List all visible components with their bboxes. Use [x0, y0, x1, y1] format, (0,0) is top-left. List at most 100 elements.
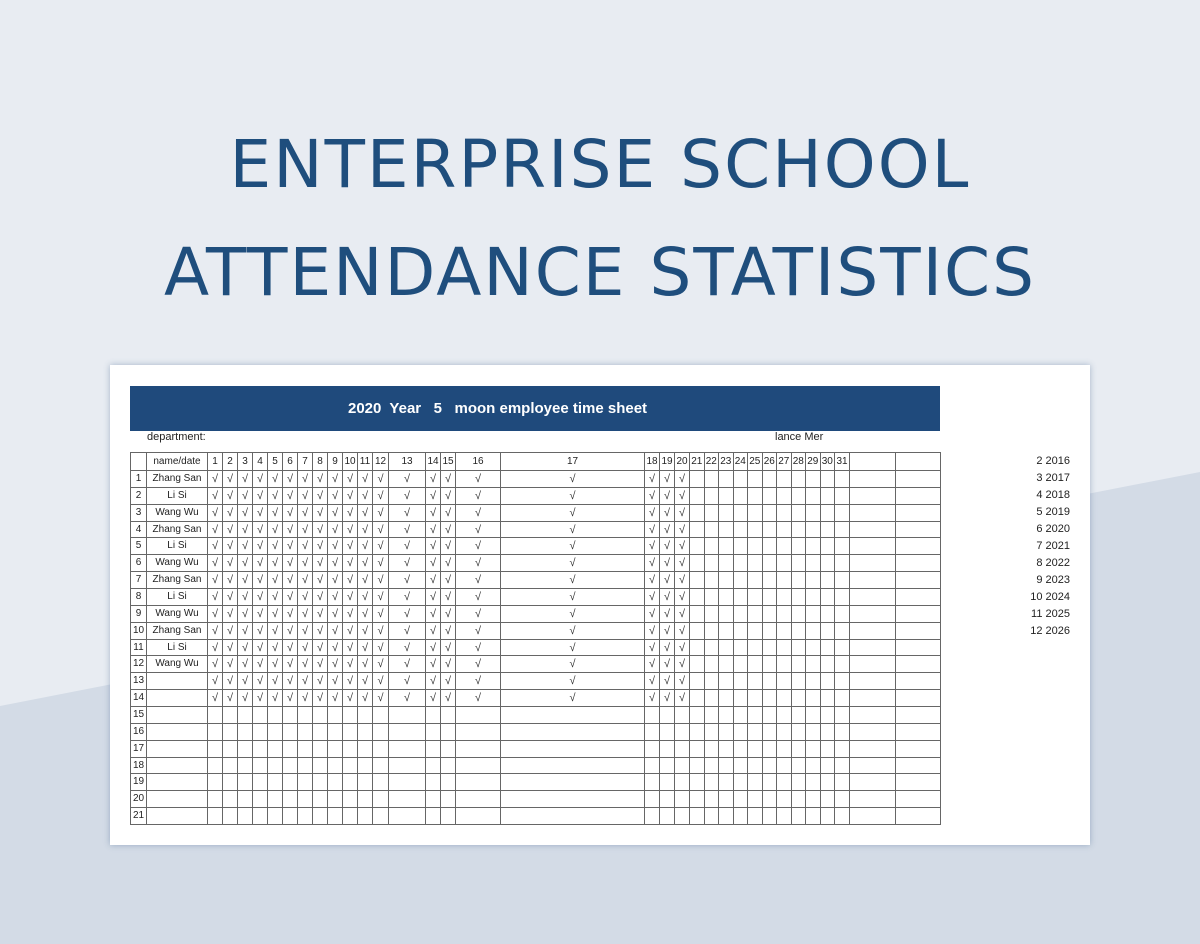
- attendance-check[interactable]: √: [253, 589, 268, 606]
- table-cell[interactable]: [223, 791, 238, 809]
- table-cell[interactable]: [704, 605, 719, 623]
- attendance-check[interactable]: √: [253, 504, 268, 522]
- table-cell[interactable]: [719, 622, 734, 640]
- table-cell[interactable]: [690, 740, 705, 758]
- attendance-check[interactable]: √: [328, 572, 343, 590]
- attendance-check[interactable]: √: [645, 504, 660, 522]
- table-cell[interactable]: [820, 656, 835, 674]
- attendance-check[interactable]: √: [238, 487, 253, 505]
- table-cell[interactable]: [704, 707, 719, 724]
- attendance-check[interactable]: √: [441, 555, 456, 573]
- attendance-check[interactable]: √: [343, 622, 358, 640]
- table-cell[interactable]: [645, 757, 660, 775]
- table-cell[interactable]: [690, 487, 705, 505]
- attendance-check[interactable]: √: [298, 690, 313, 708]
- table-cell[interactable]: [690, 757, 705, 775]
- table-cell[interactable]: [253, 740, 268, 758]
- attendance-check[interactable]: √: [313, 572, 328, 590]
- table-cell[interactable]: [389, 707, 426, 724]
- attendance-check[interactable]: √: [645, 622, 660, 640]
- table-cell[interactable]: [238, 757, 253, 775]
- table-cell[interactable]: [719, 605, 734, 623]
- table-cell[interactable]: [835, 707, 850, 724]
- employee-name[interactable]: Zhang San: [147, 521, 208, 539]
- table-cell[interactable]: [777, 605, 792, 623]
- table-cell[interactable]: [835, 504, 850, 522]
- table-cell[interactable]: [645, 707, 660, 724]
- table-cell[interactable]: [343, 707, 358, 724]
- table-cell[interactable]: [328, 707, 343, 724]
- table-cell[interactable]: [298, 774, 313, 792]
- employee-name[interactable]: [147, 791, 208, 809]
- attendance-check[interactable]: √: [441, 639, 456, 657]
- table-cell[interactable]: [283, 774, 298, 792]
- table-cell[interactable]: [777, 723, 792, 741]
- table-cell[interactable]: [733, 572, 748, 590]
- attendance-check[interactable]: √: [283, 605, 298, 623]
- attendance-check[interactable]: √: [501, 605, 645, 623]
- attendance-check[interactable]: √: [358, 622, 373, 640]
- table-cell[interactable]: [733, 808, 748, 826]
- table-cell[interactable]: [704, 504, 719, 522]
- table-cell[interactable]: [441, 774, 456, 792]
- table-cell[interactable]: [820, 723, 835, 741]
- table-cell[interactable]: [791, 791, 806, 809]
- table-cell[interactable]: [441, 707, 456, 724]
- table-cell[interactable]: [238, 707, 253, 724]
- attendance-check[interactable]: √: [313, 656, 328, 674]
- table-cell[interactable]: [719, 656, 734, 674]
- attendance-check[interactable]: √: [328, 622, 343, 640]
- table-cell[interactable]: [704, 808, 719, 826]
- table-cell[interactable]: [896, 639, 941, 657]
- table-cell[interactable]: [328, 723, 343, 741]
- table-cell[interactable]: [748, 555, 763, 573]
- table-cell[interactable]: [719, 471, 734, 488]
- attendance-check[interactable]: √: [675, 521, 690, 539]
- attendance-check[interactable]: √: [343, 605, 358, 623]
- table-cell[interactable]: [850, 707, 896, 724]
- table-cell[interactable]: [456, 757, 501, 775]
- table-cell[interactable]: [253, 808, 268, 826]
- attendance-check[interactable]: √: [645, 673, 660, 691]
- table-cell[interactable]: [791, 808, 806, 826]
- attendance-check[interactable]: √: [223, 555, 238, 573]
- attendance-check[interactable]: √: [456, 521, 501, 539]
- table-cell[interactable]: [328, 740, 343, 758]
- table-cell[interactable]: [358, 740, 373, 758]
- attendance-check[interactable]: √: [426, 639, 441, 657]
- table-cell[interactable]: [777, 487, 792, 505]
- attendance-check[interactable]: √: [389, 504, 426, 522]
- attendance-check[interactable]: √: [343, 521, 358, 539]
- attendance-check[interactable]: √: [373, 690, 389, 708]
- table-cell[interactable]: [748, 791, 763, 809]
- row-number[interactable]: 17: [131, 740, 147, 758]
- table-cell[interactable]: [835, 555, 850, 573]
- table-cell[interactable]: [835, 572, 850, 590]
- table-cell[interactable]: [762, 555, 777, 573]
- table-cell[interactable]: [791, 639, 806, 657]
- attendance-check[interactable]: √: [426, 487, 441, 505]
- attendance-check[interactable]: √: [223, 656, 238, 674]
- table-cell[interactable]: [223, 808, 238, 826]
- attendance-check[interactable]: √: [358, 504, 373, 522]
- attendance-check[interactable]: √: [238, 673, 253, 691]
- employee-name[interactable]: Zhang San: [147, 572, 208, 590]
- table-cell[interactable]: [762, 589, 777, 606]
- table-cell[interactable]: [762, 622, 777, 640]
- table-cell[interactable]: [748, 487, 763, 505]
- table-cell[interactable]: [733, 555, 748, 573]
- attendance-check[interactable]: √: [373, 555, 389, 573]
- table-cell[interactable]: [850, 639, 896, 657]
- attendance-check[interactable]: √: [223, 605, 238, 623]
- table-cell[interactable]: [704, 538, 719, 556]
- attendance-check[interactable]: √: [660, 521, 675, 539]
- attendance-check[interactable]: √: [358, 538, 373, 556]
- attendance-check[interactable]: √: [389, 639, 426, 657]
- table-cell[interactable]: [704, 589, 719, 606]
- table-cell[interactable]: [791, 555, 806, 573]
- attendance-check[interactable]: √: [501, 690, 645, 708]
- table-cell[interactable]: [645, 723, 660, 741]
- attendance-check[interactable]: √: [343, 572, 358, 590]
- table-cell[interactable]: [343, 757, 358, 775]
- table-cell[interactable]: [268, 757, 283, 775]
